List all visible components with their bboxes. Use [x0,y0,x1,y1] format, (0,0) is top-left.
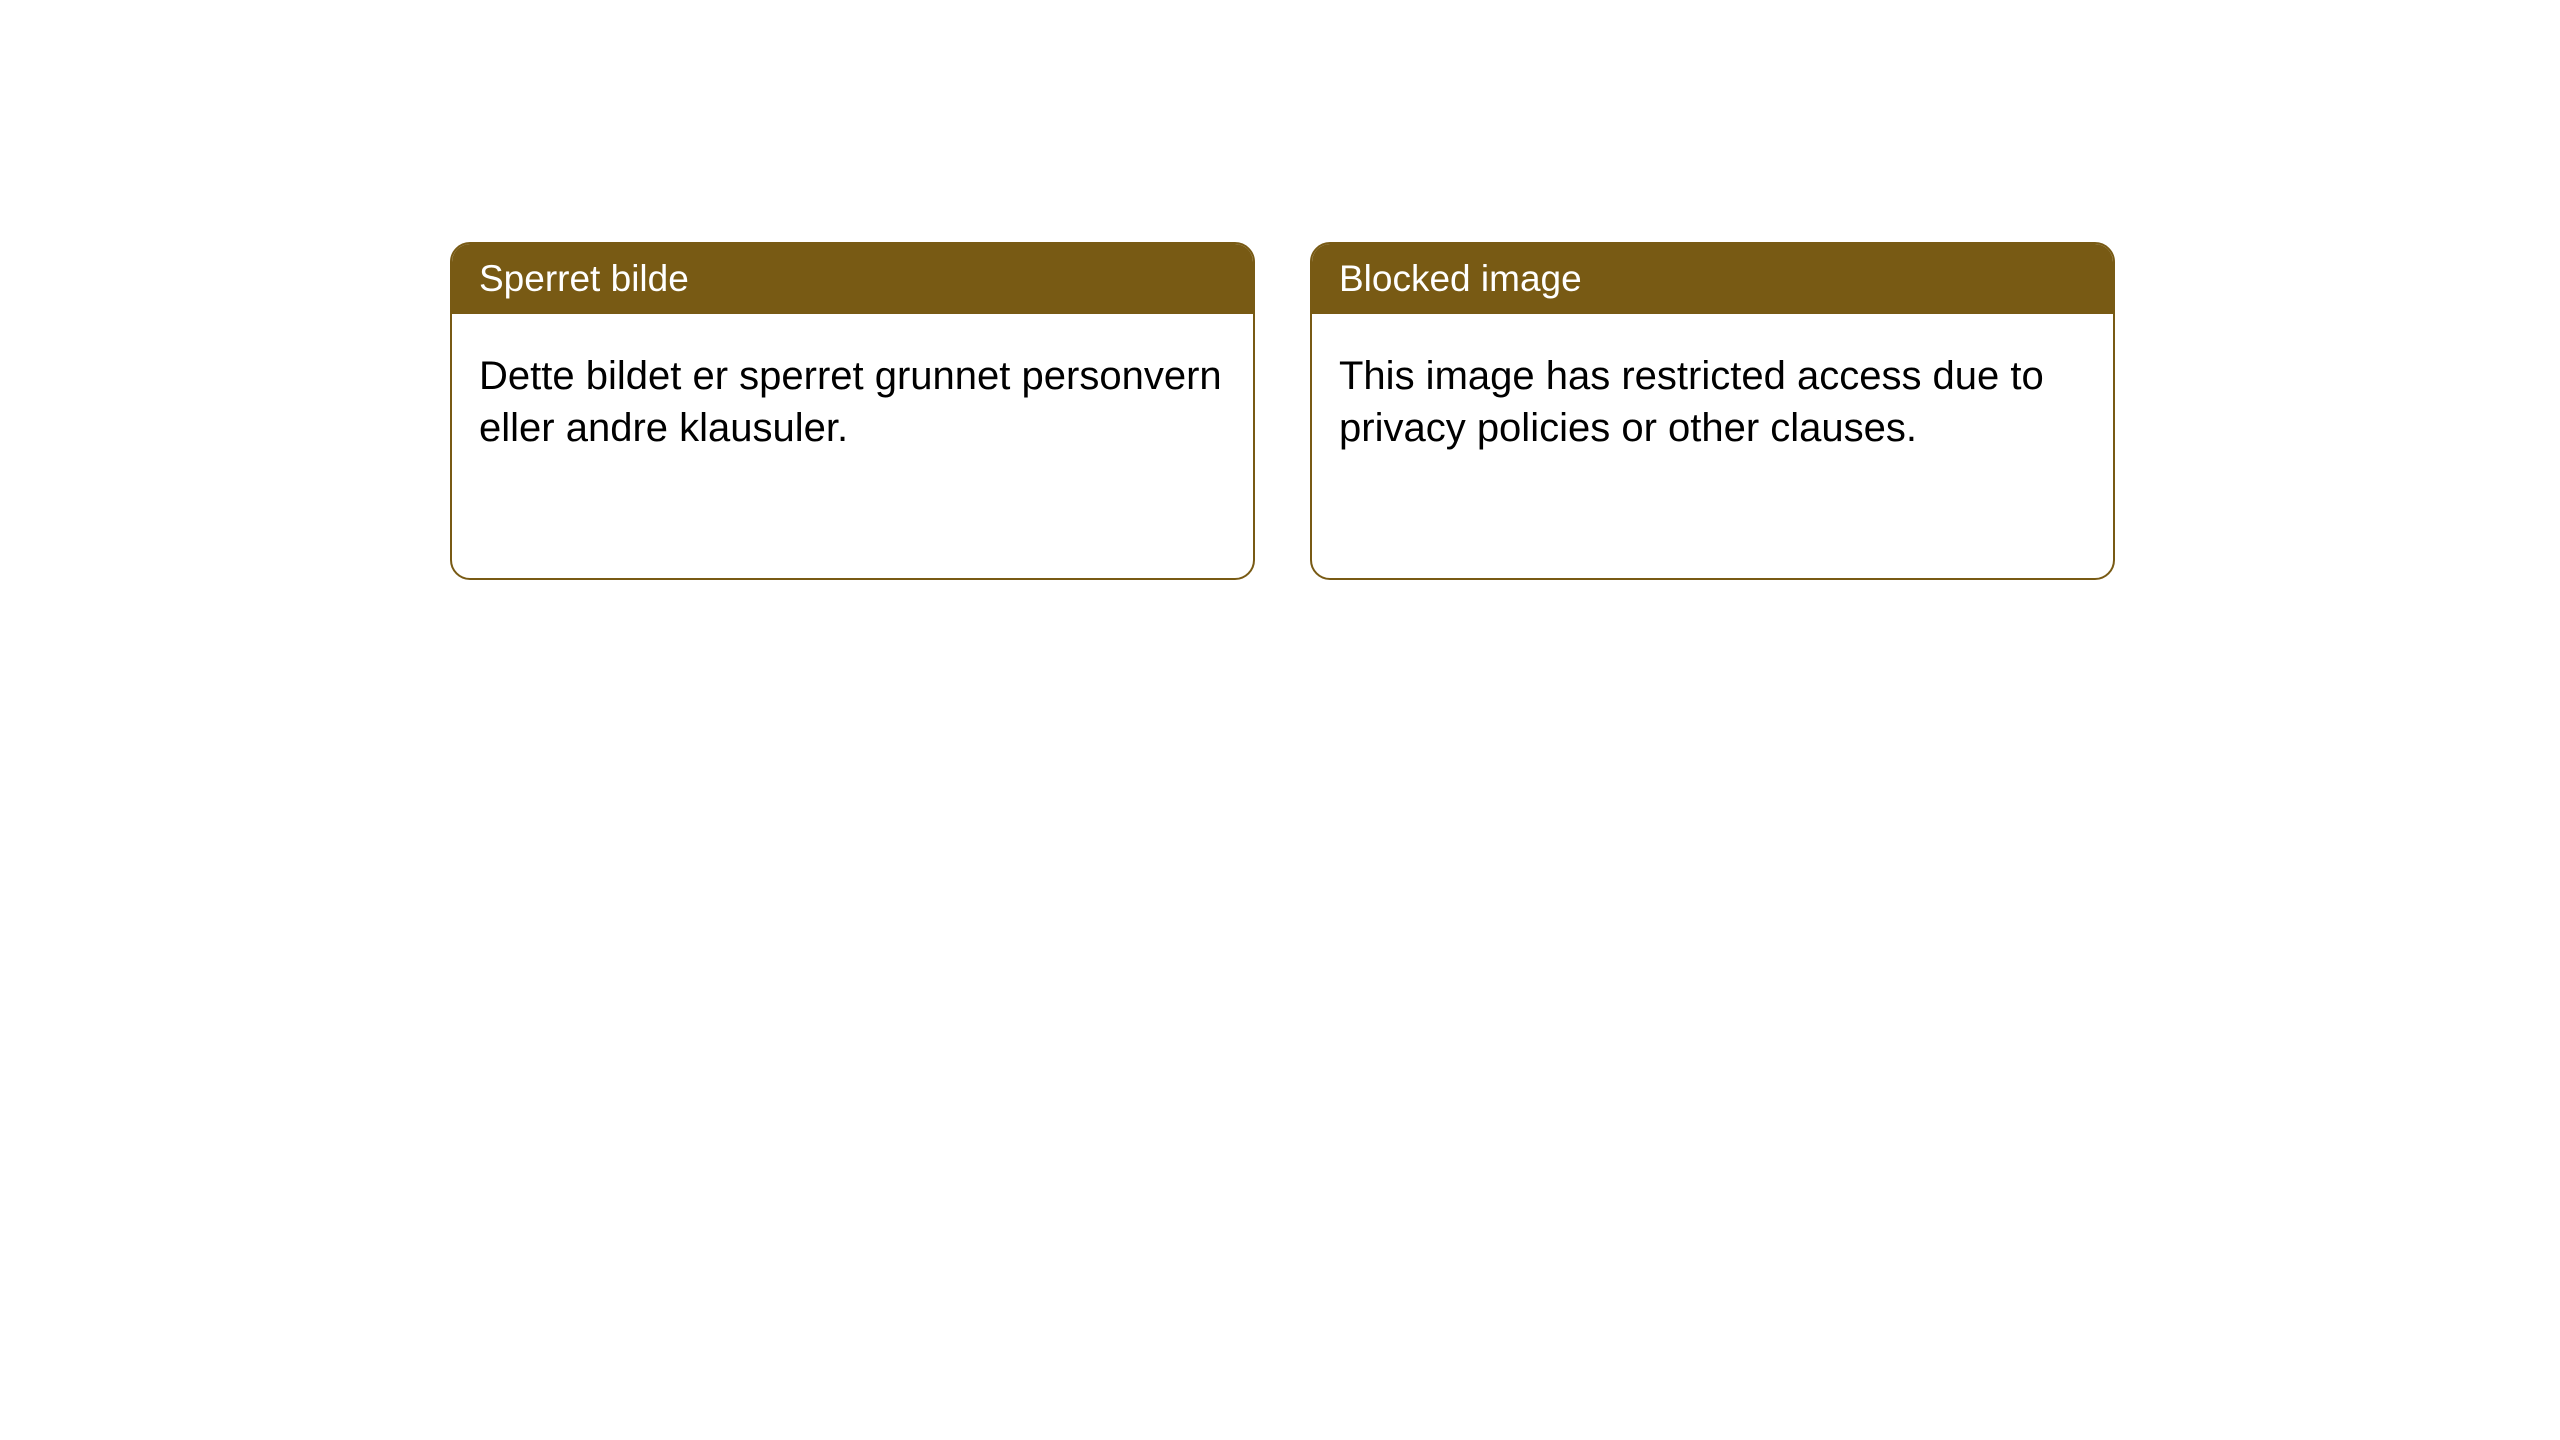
card-message: Dette bildet er sperret grunnet personve… [479,354,1222,450]
notice-container: Sperret bilde Dette bildet er sperret gr… [0,0,2560,580]
card-header: Sperret bilde [452,244,1253,314]
card-header: Blocked image [1312,244,2113,314]
card-message: This image has restricted access due to … [1339,354,2044,450]
card-body: This image has restricted access due to … [1312,314,2113,490]
card-title: Blocked image [1339,258,1582,299]
notice-card-english: Blocked image This image has restricted … [1310,242,2115,580]
card-body: Dette bildet er sperret grunnet personve… [452,314,1253,490]
notice-card-norwegian: Sperret bilde Dette bildet er sperret gr… [450,242,1255,580]
card-title: Sperret bilde [479,258,689,299]
